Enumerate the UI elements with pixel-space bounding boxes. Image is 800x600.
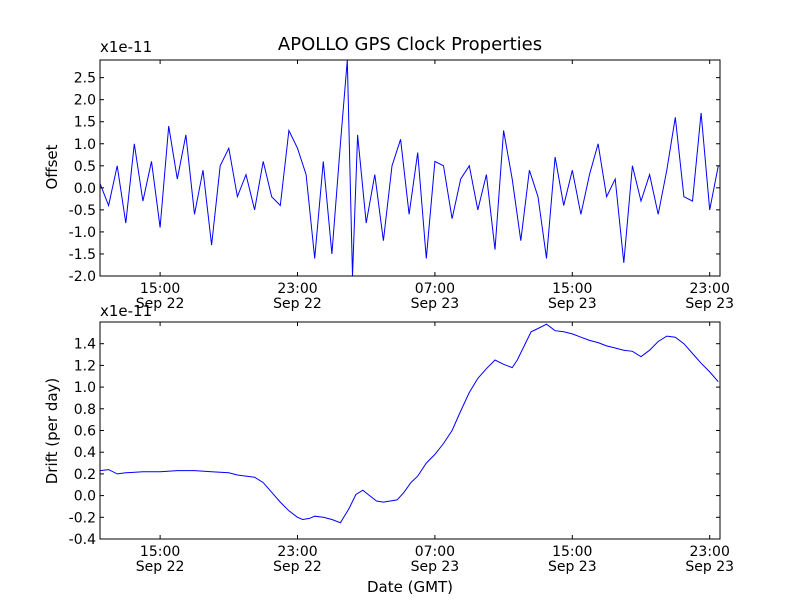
drift-ytick-label: 0.4 — [74, 445, 96, 461]
offset-xtick-time: 23:00 — [690, 281, 730, 297]
offset-series-group — [99, 59, 719, 277]
offset-xtick-date: Sep 23 — [411, 296, 460, 312]
drift-ytick-label: 1.0 — [74, 380, 96, 396]
drift-ytick-label: 1.4 — [74, 337, 96, 353]
offset-ytick-label: 0.0 — [74, 181, 96, 197]
offset-xtick-time: 07:00 — [415, 281, 455, 297]
drift-y-axis-label: Drift (per day) — [43, 378, 61, 485]
offset-xtick-date: Sep 22 — [136, 296, 185, 312]
offset-xtick-time: 15:00 — [552, 281, 592, 297]
offset-ytick-label: -0.5 — [69, 203, 96, 219]
drift-scale-label: x1e-11 — [100, 302, 152, 320]
drift-series-group — [99, 323, 719, 524]
drift-ytick-label: -0.4 — [69, 532, 96, 548]
drift-xtick-time: 07:00 — [415, 544, 455, 560]
chart-title: APOLLO GPS Clock Properties — [278, 34, 542, 55]
drift-ytick-label: 0.0 — [74, 489, 96, 505]
drift-xtick-time: 15:00 — [552, 544, 592, 560]
drift-xtick-date: Sep 23 — [685, 559, 734, 575]
offset-axes-ticks: -2.0-1.5-1.0-0.50.00.51.01.52.02.515:00S… — [69, 60, 734, 312]
offset-xtick-time: 15:00 — [140, 281, 180, 297]
drift-ytick-label: 0.6 — [74, 424, 96, 440]
drift-ytick-label: 0.8 — [74, 402, 96, 418]
drift-xtick-time: 15:00 — [140, 544, 180, 560]
offset-xtick-time: 23:00 — [277, 281, 317, 297]
drift-ytick-label: -0.2 — [69, 510, 96, 526]
drift-xtick-date: Sep 23 — [548, 559, 597, 575]
offset-ytick-label: 1.0 — [74, 137, 96, 153]
offset-series-line-0 — [99, 59, 719, 277]
offset-ytick-label: 1.5 — [74, 115, 96, 131]
drift-xtick-date: Sep 23 — [411, 559, 460, 575]
offset-ytick-label: 0.5 — [74, 159, 96, 175]
offset-ytick-label: -1.0 — [69, 225, 96, 241]
drift-plot-frame — [99, 321, 721, 540]
drift-xtick-date: Sep 22 — [273, 559, 322, 575]
drift-xtick-time: 23:00 — [277, 544, 317, 560]
offset-ytick-label: 2.5 — [74, 71, 96, 87]
offset-xtick-date: Sep 23 — [548, 296, 597, 312]
offset-ytick-label: -2.0 — [69, 269, 96, 285]
offset-scale-label: x1e-11 — [100, 38, 152, 56]
offset-y-axis-label: Offset — [43, 144, 61, 189]
offset-ytick-label: 2.0 — [74, 93, 96, 109]
offset-plot-frame — [99, 59, 721, 277]
drift-xtick-time: 23:00 — [690, 544, 730, 560]
offset-ytick-label: -1.5 — [69, 247, 96, 263]
drift-ytick-label: 0.2 — [74, 467, 96, 483]
drift-panel: x1e-11 Drift (per day) -0.4 -0.2 0.0 0.2 0.4… — [43, 302, 734, 575]
offset-panel: x1e-11 Offset -2.0 -1.5 -1.0 -0.5 0.0 0.5 1.0 1… — [43, 38, 734, 312]
x-axis-label: Date (GMT) — [367, 578, 453, 596]
drift-series-line-0 — [99, 323, 719, 524]
drift-axes-ticks: -0.4-0.20.00.20.40.60.81.01.21.415:00Sep… — [69, 322, 734, 575]
drift-ytick-label: 1.2 — [74, 358, 96, 374]
offset-xtick-date: Sep 22 — [273, 296, 322, 312]
drift-xtick-date: Sep 22 — [136, 559, 185, 575]
offset-xtick-date: Sep 23 — [685, 296, 734, 312]
